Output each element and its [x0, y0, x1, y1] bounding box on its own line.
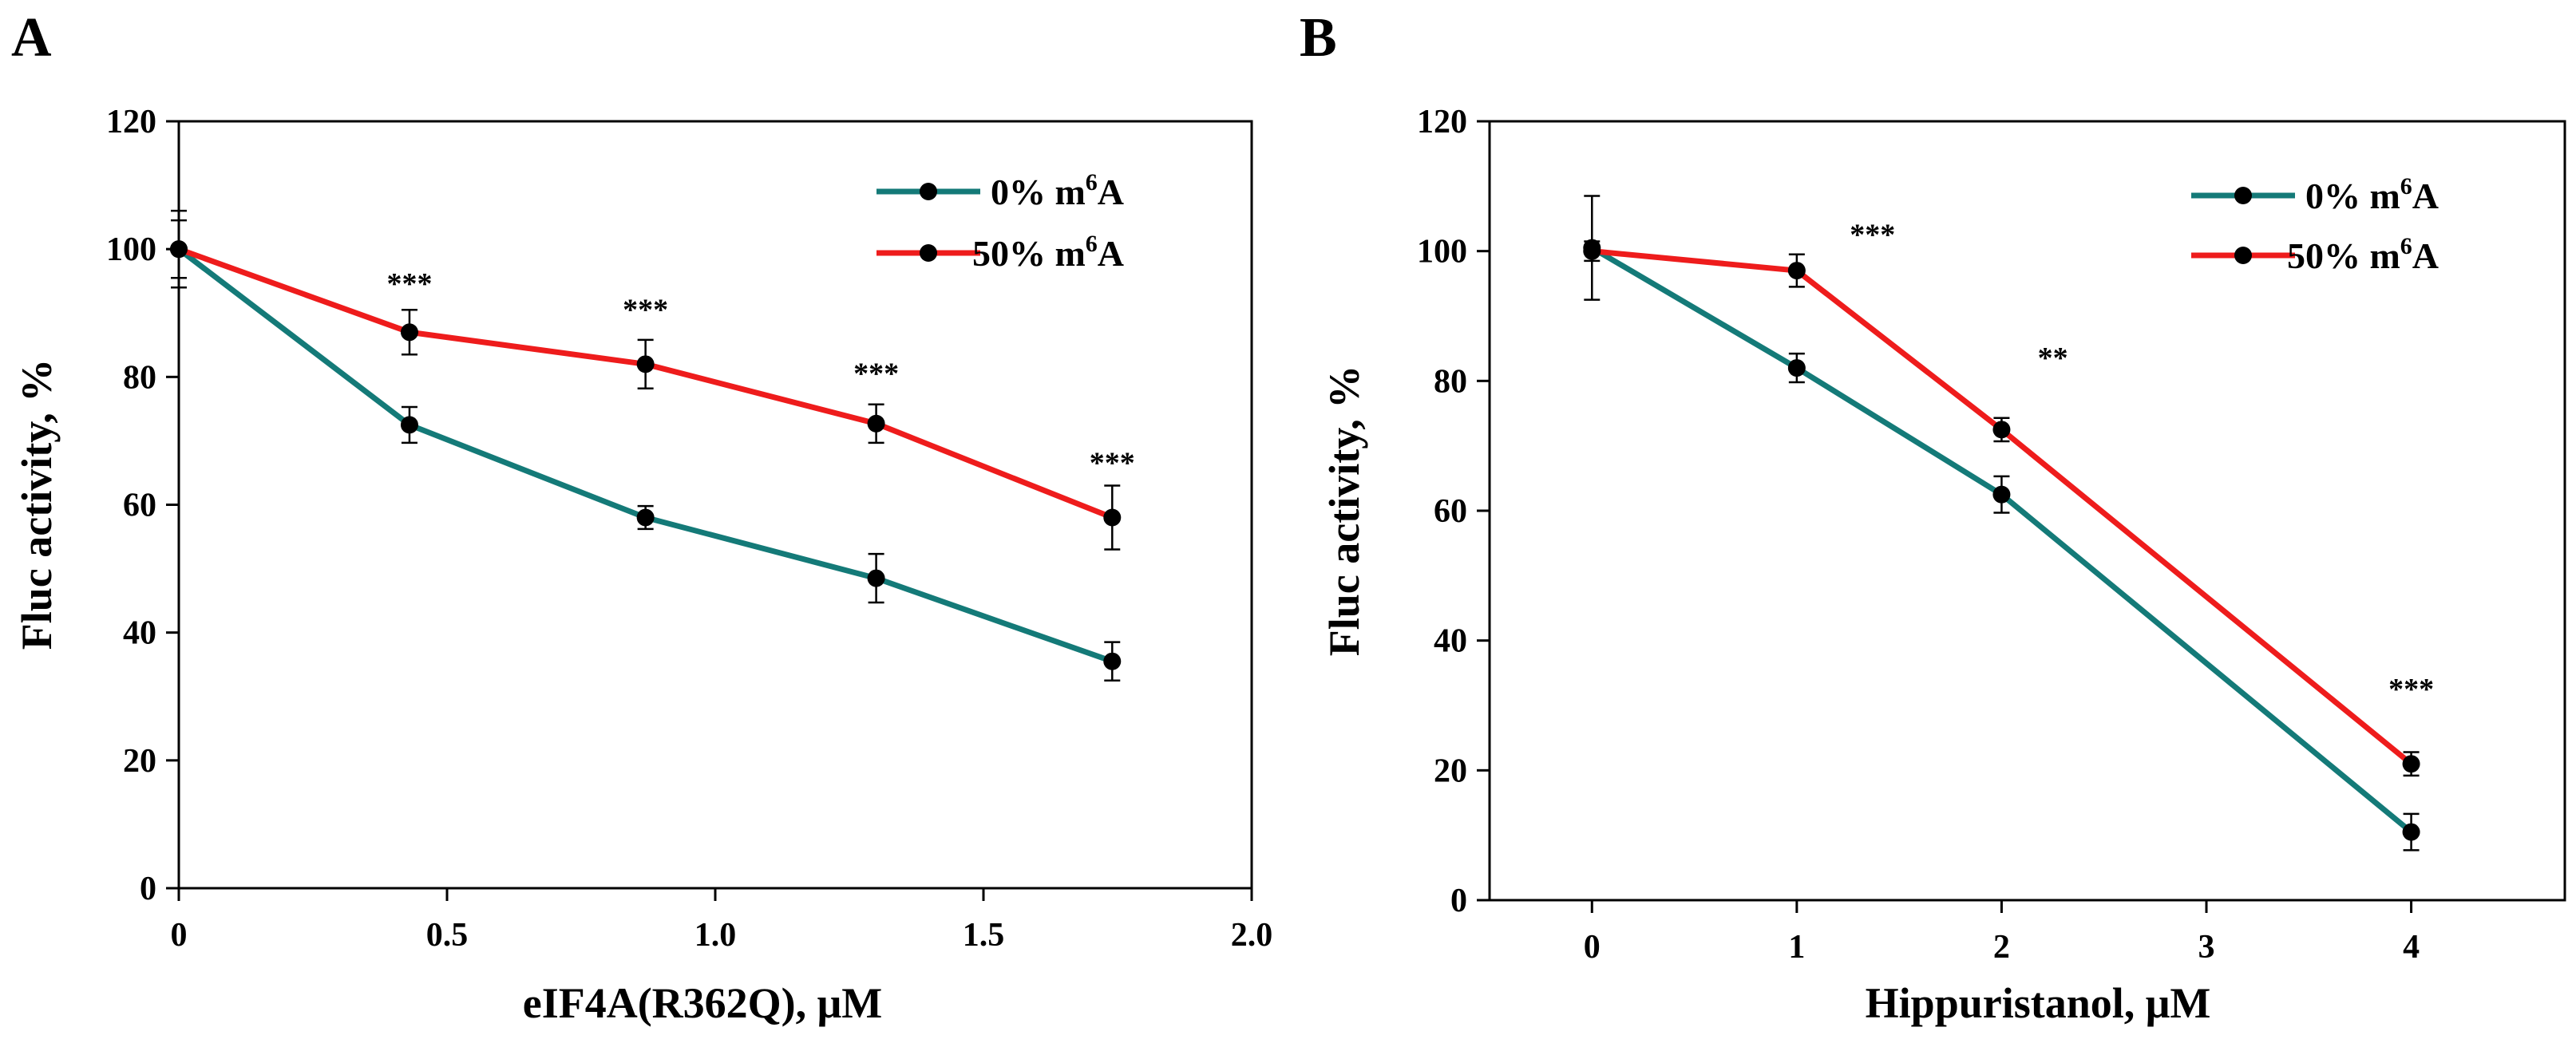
- x-tick-label: 0: [1584, 929, 1601, 966]
- series-0pct-point: [636, 508, 655, 527]
- series-0pct-point: [1103, 652, 1122, 670]
- y-tick-label: 80: [1434, 363, 1467, 400]
- y-tick-label: 40: [1434, 623, 1467, 660]
- panel-b: B 0 20 40 60 80 100 120 0 1 2 3 4 Hippuristanol, μM Fl…: [1300, 7, 2566, 1027]
- x-tick-label: 2.0: [1231, 917, 1273, 954]
- series-50pct-point: [2402, 755, 2420, 773]
- series-0pct-point: [2402, 823, 2420, 841]
- series-0pct-point: [1787, 359, 1806, 377]
- y-tick-label: 100: [1417, 234, 1467, 271]
- series-50pct-point: [1992, 421, 2011, 439]
- series-50pct-point: [636, 355, 655, 373]
- x-tick-label: 1: [1788, 929, 1805, 966]
- panel-label: B: [1300, 7, 1337, 69]
- y-tick-label: 40: [123, 615, 156, 652]
- significance-label: ***: [386, 267, 432, 301]
- x-tick-label: 4: [2403, 929, 2420, 966]
- panel-label: A: [11, 7, 52, 69]
- x-tick-label: 0: [171, 917, 188, 954]
- x-tick-label: 1.0: [694, 917, 737, 954]
- legend-50pct-marker: [2234, 247, 2252, 264]
- x-axis-title: eIF4A(R362Q), μM: [523, 979, 883, 1027]
- legend-0pct-label: 0% m6A: [2305, 173, 2439, 216]
- significance-label: ***: [853, 357, 899, 390]
- legend-0pct-marker: [2234, 187, 2252, 204]
- y-axis-title: Fluc activity, %: [13, 359, 61, 650]
- series-50pct-point: [1583, 242, 1601, 260]
- series-0pct-point: [400, 416, 418, 434]
- y-axis-title: Fluc activity, %: [1320, 365, 1368, 656]
- significance-label: ***: [2388, 673, 2434, 706]
- series-50pct-point: [170, 240, 188, 259]
- y-tick-label: 20: [123, 743, 156, 780]
- x-axis-title: Hippuristanol, μM: [1866, 979, 2211, 1027]
- series-0pct-point: [867, 569, 885, 587]
- y-tick-label: 0: [1450, 883, 1467, 919]
- legend-50pct-label: 50% m6A: [972, 231, 1124, 274]
- significance-label: ***: [623, 293, 668, 326]
- series-50pct-line: [1591, 248, 2413, 766]
- y-tick-label: 100: [106, 231, 156, 268]
- legend-50pct-label: 50% m6A: [2287, 233, 2439, 276]
- series-50pct-point: [1103, 508, 1122, 527]
- y-tick-label: 120: [106, 104, 156, 140]
- series-50pct-point: [1787, 262, 1806, 280]
- x-tick-label: 2: [1993, 929, 2010, 966]
- x-tick-label: 3: [2198, 929, 2215, 966]
- y-tick-label: 120: [1417, 104, 1467, 140]
- y-tick-label: 80: [123, 359, 156, 396]
- significance-label: ***: [1090, 446, 1135, 480]
- legend-0pct-marker: [920, 183, 937, 200]
- panel-a: A 0 20 40 60 80 100 120 0 0.5 1.0 1.5 2.0 eIF4A(R362Q…: [11, 7, 1272, 1027]
- y-tick-label: 60: [1434, 493, 1467, 530]
- legend-0pct-label: 0% m6A: [991, 169, 1124, 212]
- x-tick-label: 1.5: [963, 917, 1005, 954]
- legend-50pct-marker: [920, 244, 937, 262]
- series-50pct-point: [400, 323, 418, 342]
- significance-label: ***: [1850, 219, 1895, 252]
- series-0pct-line: [1590, 245, 2413, 835]
- series-50pct-point: [867, 414, 885, 433]
- series-0pct-point: [1992, 485, 2011, 504]
- significance-label: **: [2038, 342, 2068, 375]
- y-tick-label: 60: [123, 488, 156, 524]
- x-tick-label: 0.5: [426, 917, 469, 954]
- y-tick-label: 0: [140, 871, 156, 907]
- y-tick-label: 20: [1434, 753, 1467, 789]
